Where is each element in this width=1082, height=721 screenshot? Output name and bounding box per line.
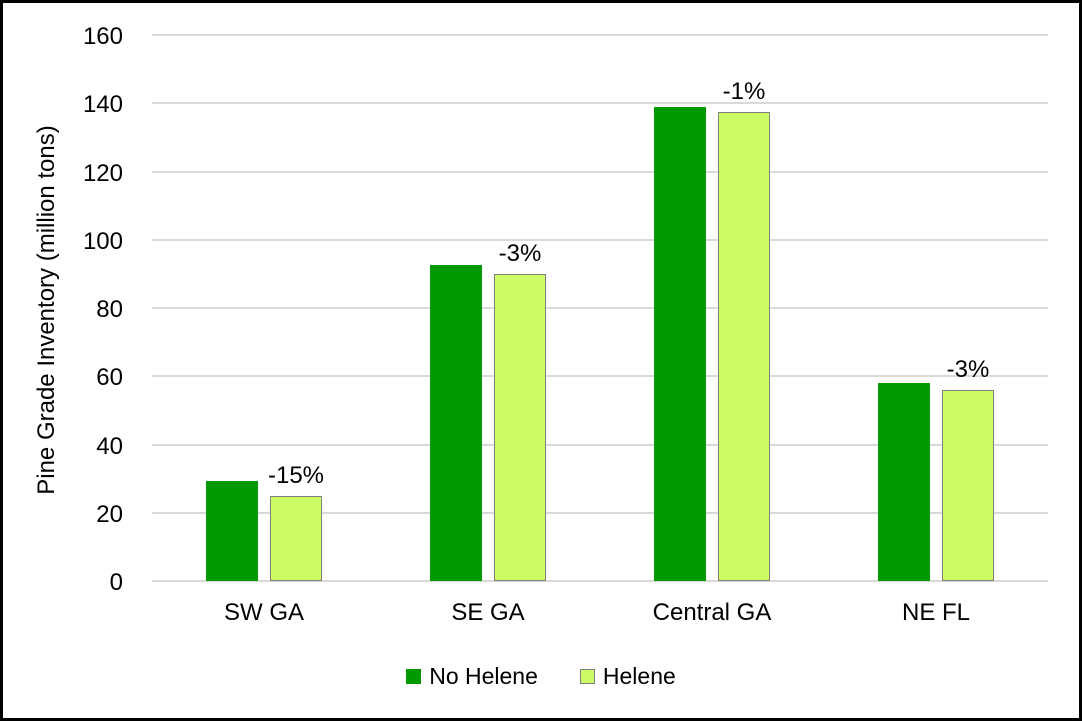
x-category-label: SW GA (223, 599, 305, 626)
gridline (152, 443, 1048, 446)
gridline (152, 102, 1048, 105)
bar-helene (942, 389, 994, 581)
y-tick-label: 140 (82, 91, 123, 119)
y-tick-label: 60 (96, 364, 123, 392)
y-tick-label: 100 (82, 227, 123, 255)
legend-item: No Helene (406, 663, 538, 690)
x-category-label: Central GA (652, 599, 772, 626)
bar-delta-label: -3% (498, 239, 542, 267)
plot-area: -15% -3% -1% -3% (152, 34, 1048, 582)
gridline (152, 375, 1048, 378)
bar-no-helene (430, 264, 482, 581)
gridline (152, 170, 1048, 173)
legend: No Helene Helene (3, 659, 1079, 693)
gridline (152, 307, 1048, 309)
gridline (152, 511, 1048, 514)
gridline (152, 238, 1048, 241)
y-tick-label: 160 (82, 23, 123, 50)
x-category-label: SE GA (451, 599, 525, 626)
y-tick-label: 40 (96, 432, 123, 460)
bar-delta-label: -1% (722, 77, 766, 105)
bar-helene (494, 273, 546, 581)
gridline (152, 580, 1048, 582)
y-tick-label: 0 (109, 569, 123, 596)
bar-helene (270, 495, 322, 581)
legend-swatch (579, 668, 595, 684)
y-tick-label: 120 (82, 159, 123, 187)
bar-no-helene (206, 480, 258, 581)
y-tick-label: 20 (96, 500, 123, 528)
bar-no-helene (878, 383, 930, 581)
y-tick-label: 80 (96, 296, 123, 323)
legend-swatch (406, 668, 422, 684)
legend-label: Helene (602, 662, 676, 689)
bar-no-helene (654, 107, 706, 581)
legend-label: No Helene (429, 662, 538, 689)
gridline (152, 34, 1048, 36)
bar-delta-label: -3% (946, 355, 990, 383)
x-category-label: NE FL (901, 599, 971, 626)
bar-delta-label: -15% (267, 461, 325, 489)
bar-helene (718, 111, 770, 581)
legend-item: Helene (579, 662, 676, 690)
